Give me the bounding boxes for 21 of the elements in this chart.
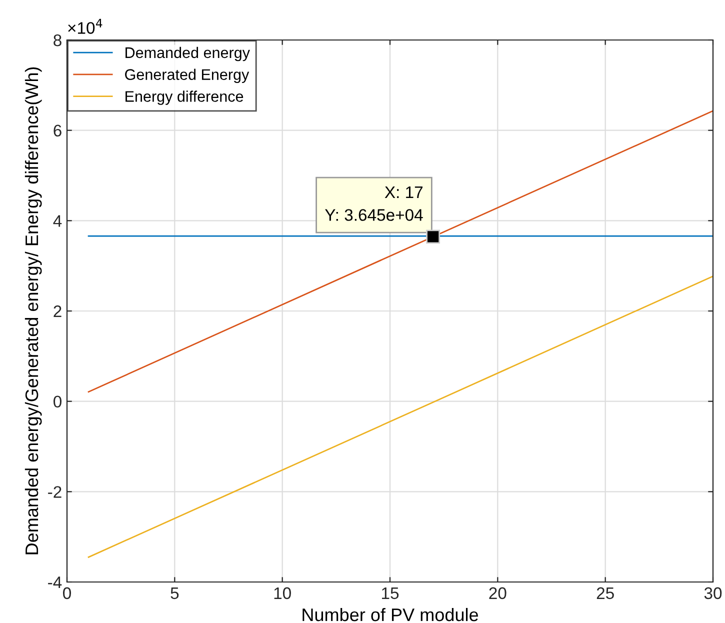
- text: ×10$^{4}$: [68, 18, 102, 34]
- y-tick-label: 4: [53, 215, 62, 227]
- x-axis-title: Number of PV module: [302, 608, 478, 622]
- annotation: X: 17 Y: 3.645e+04: [325, 186, 423, 221]
- x-tick-label: 30: [704, 587, 722, 600]
- legend-label: Energy difference: [126, 90, 244, 105]
- legend-label: Demanded energy: [126, 46, 250, 62]
- x-tick-label: 20: [489, 587, 506, 600]
- y-tick-label: 0: [54, 396, 62, 408]
- x-tick-label: 25: [596, 587, 614, 600]
- y-tick-label: -2: [48, 486, 62, 498]
- legend-label: Generated Energy: [125, 68, 250, 83]
- x-tick-label: 0: [63, 587, 71, 600]
- x-tick-label: 10: [274, 587, 291, 600]
- y-tick-label: -4: [48, 576, 62, 588]
- y-axis-title: Demanded energy/Generated energy/ Energy difference(Wh): [24, 67, 42, 554]
- y-tick-label: 2: [54, 305, 62, 318]
- y-tick-label: 8: [54, 34, 62, 46]
- x-tick-label: 5: [170, 587, 179, 600]
- y-tick-label: 6: [54, 124, 62, 137]
- x-tick-label: 15: [382, 587, 399, 600]
